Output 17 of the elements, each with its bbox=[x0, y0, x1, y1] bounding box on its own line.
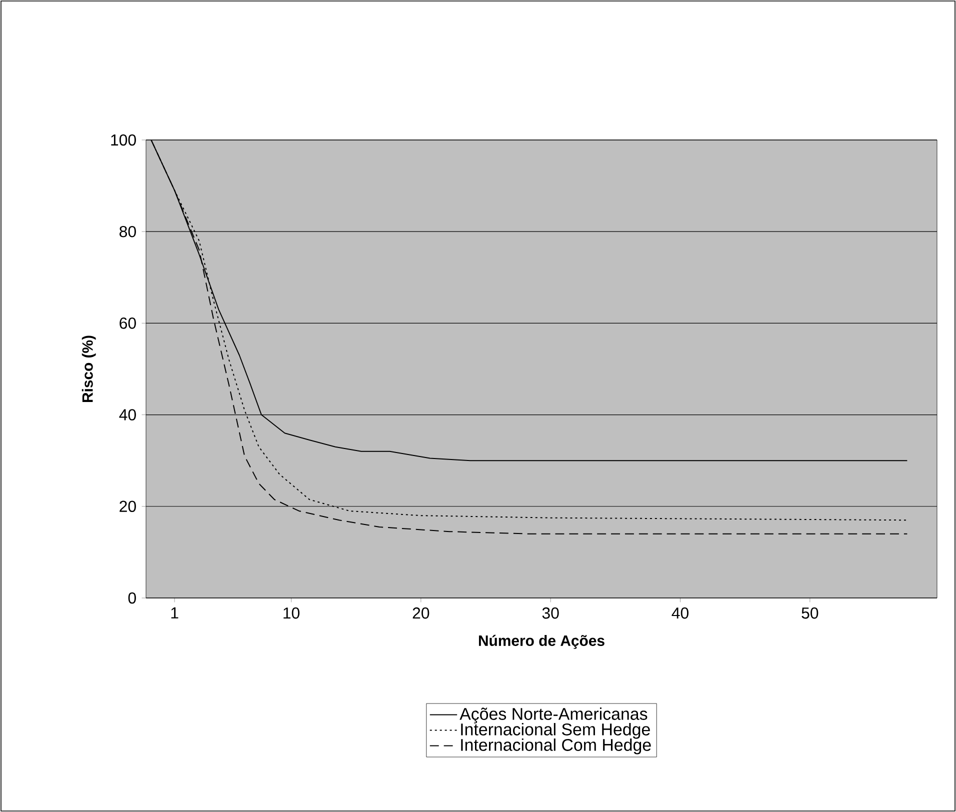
legend-label: Internacional Com Hedge bbox=[461, 738, 651, 754]
x-axis-title: Número de Ações bbox=[478, 634, 604, 649]
y-tick-label: 60 bbox=[120, 318, 136, 329]
x-tick-label: 10 bbox=[284, 607, 300, 619]
x-tick-label: 20 bbox=[412, 607, 430, 619]
y-tick-label: 0 bbox=[128, 592, 136, 604]
legend-label: Internacional Sem Hedge bbox=[461, 723, 650, 739]
x-tick-label: 1 bbox=[171, 607, 178, 618]
x-tick-label: 30 bbox=[542, 607, 559, 619]
x-tick-label: 40 bbox=[672, 607, 688, 619]
y-tick-label: 20 bbox=[120, 500, 136, 512]
y-axis-title: Risco (%) bbox=[82, 336, 96, 402]
x-tick-label: 50 bbox=[802, 607, 818, 619]
y-tick-label: 40 bbox=[119, 409, 136, 420]
legend-label: Ações Norte-Americanas bbox=[460, 708, 648, 724]
y-tick-label: 100 bbox=[111, 134, 136, 146]
y-tick-label: 80 bbox=[120, 226, 136, 238]
